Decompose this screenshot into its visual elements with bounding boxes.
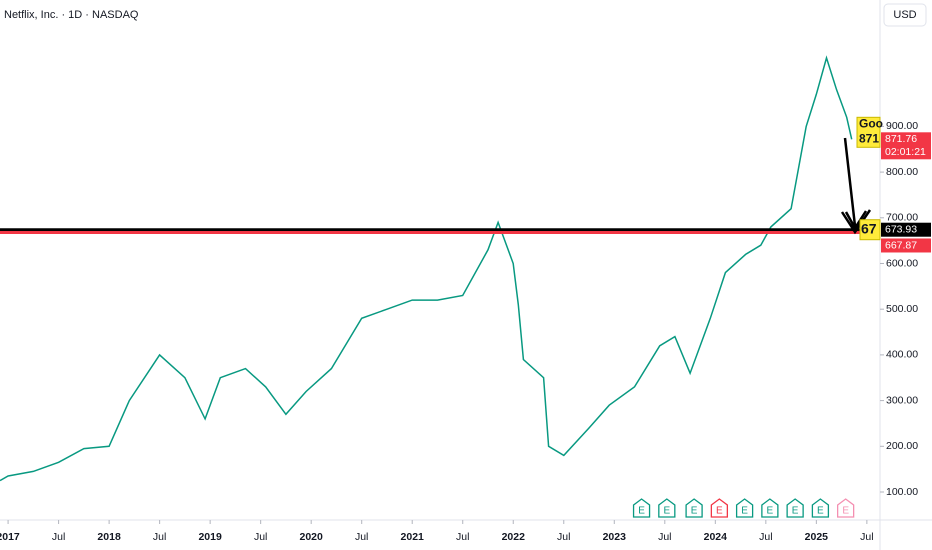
x-tick-label: Jul [153, 531, 166, 543]
x-tick-label: 2017 [0, 531, 20, 543]
last-price: 871.76 [885, 133, 917, 145]
y-tick-label: 300.00 [886, 394, 918, 406]
earnings-label: E [716, 506, 723, 517]
x-tick-label: Jul [557, 531, 570, 543]
x-tick-label: Jul [254, 531, 267, 543]
annotation: 67 [861, 220, 877, 236]
x-tick-label: Jul [52, 531, 65, 543]
x-tick-label: Jul [860, 531, 873, 543]
earnings-marker [658, 498, 676, 518]
x-tick-label: Jul [355, 531, 368, 543]
annotation-box [859, 219, 881, 241]
chart-title: Netflix, Inc. · 1D · NASDAQ [4, 9, 139, 21]
y-tick-label: 700.00 [886, 212, 918, 224]
annotation-box [856, 116, 881, 148]
earnings-marker [735, 498, 754, 518]
last-price-box [881, 132, 931, 160]
earnings-marker [786, 498, 804, 518]
x-tick-label: 2018 [97, 531, 121, 543]
price-line [0, 55, 853, 482]
earnings-marker [811, 498, 830, 518]
annotation: Goo [859, 116, 883, 130]
x-tick-label: 2023 [603, 531, 627, 543]
earnings-marker [710, 498, 729, 518]
x-tick-label: 2025 [805, 531, 829, 543]
y-tick-label: 600.00 [886, 257, 918, 269]
price-label: 673.93 [885, 223, 917, 235]
x-tick-label: 2020 [300, 531, 324, 543]
x-tick-label: Jul [456, 531, 469, 543]
arrow [840, 137, 872, 235]
earnings-label: E [842, 506, 849, 517]
earnings-label: E [638, 506, 645, 517]
x-tick-label: Jul [658, 531, 671, 543]
earnings-marker [761, 498, 779, 518]
countdown: 02:01:21 [885, 146, 926, 158]
earnings-label: E [817, 506, 824, 517]
price-label: 667.87 [885, 239, 917, 251]
x-tick-label: Jul [759, 531, 772, 543]
y-tick-label: 100.00 [886, 486, 918, 498]
earnings-label: E [767, 506, 774, 517]
earnings-label: E [691, 506, 698, 517]
earnings-marker [632, 498, 651, 518]
currency[interactable]: USD [893, 9, 916, 21]
y-tick-label: 800.00 [886, 166, 918, 178]
currency-button[interactable] [883, 3, 927, 27]
y-tick-label: 400.00 [886, 349, 918, 361]
price-label-box [881, 222, 931, 237]
earnings-label: E [741, 506, 748, 517]
y-tick-label: 500.00 [886, 303, 918, 315]
x-tick-label: 2021 [401, 531, 425, 543]
x-tick-label: 2019 [198, 531, 222, 543]
y-tick-label: 900.00 [886, 120, 918, 132]
annotation: 871 [859, 131, 879, 145]
earnings-label: E [792, 506, 799, 517]
price-label-box [881, 238, 931, 253]
x-tick-label: 2024 [704, 531, 728, 543]
earnings-marker [685, 498, 703, 518]
x-tick-label: 2022 [502, 531, 526, 543]
earnings-marker [836, 498, 855, 518]
y-tick-label: 200.00 [886, 440, 918, 452]
earnings-label: E [663, 506, 670, 517]
